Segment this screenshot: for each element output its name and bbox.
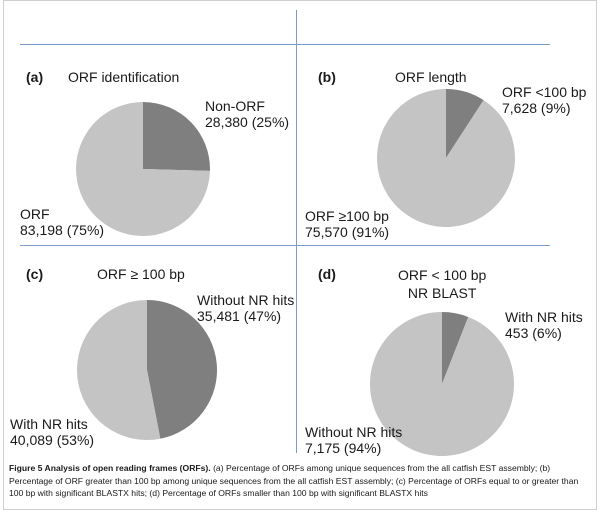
pie-slice-orf: [76, 102, 210, 236]
slice-value: 453 (6%): [505, 325, 562, 341]
figure-caption: Figure 5 Analysis of open reading frames…: [9, 462, 591, 500]
slice-name: Without NR hits: [305, 424, 403, 440]
panel-a-letter: (a): [26, 69, 44, 85]
panel-a-title: ORF identification: [68, 69, 180, 85]
divider-top: [20, 44, 550, 45]
divider-middle: [20, 245, 550, 246]
pie-slice-without-nr-hits: [370, 312, 515, 456]
divider-vertical: [296, 10, 297, 453]
panel-d-title-line1: ORF < 100 bp: [398, 267, 487, 283]
pie-c-label-without: Without NR hits 35,481 (47%): [197, 292, 294, 324]
panel-b-letter: (b): [318, 69, 336, 85]
pie-slice-orf-100-bp: [446, 89, 484, 158]
slice-name: Without NR hits: [197, 292, 295, 308]
panel-b-title: ORF length: [395, 69, 467, 85]
pie-d-label-with: With NR hits 453 (6%): [505, 309, 583, 341]
pie-slice-orf-100-bp: [377, 89, 515, 227]
pie-d-label-without: Without NR hits 7,175 (94%): [305, 424, 402, 456]
pie-a-label-orf: ORF 83,198 (75%): [20, 206, 104, 238]
panel-d-title-line2: NR BLAST: [407, 285, 477, 301]
pie-b-label-large: ORF ≥100 bp 75,570 (91%): [305, 208, 389, 240]
pie-slice-without-nr-hits: [147, 300, 218, 439]
slice-value: 35,481 (47%): [197, 308, 282, 324]
slice-name: With NR hits: [10, 416, 88, 432]
slice-value: 40,089 (53%): [10, 432, 95, 448]
slice-value: 28,380 (25%): [205, 114, 290, 130]
slice-name: ORF: [20, 206, 50, 222]
slice-value: 7,175 (94%): [305, 440, 382, 456]
pie-slice-non-orf: [143, 102, 211, 171]
panel-d-title: ORF < 100 bp NR BLAST: [398, 266, 486, 302]
slice-value: 83,198 (75%): [20, 222, 105, 238]
panel-c-letter: (c): [26, 266, 44, 282]
slice-name: ORF <100 bp: [502, 84, 587, 100]
slice-name: Non-ORF: [205, 98, 265, 114]
slice-name: ORF ≥100 bp: [305, 208, 389, 224]
pie-a-label-non-orf: Non-ORF 28,380 (25%): [205, 98, 289, 130]
slice-value: 7,628 (9%): [502, 100, 571, 116]
pie-slice-with-nr-hits: [442, 312, 469, 384]
pie-c-label-with: With NR hits 40,089 (53%): [10, 416, 94, 448]
pie-slice-with-nr-hits: [77, 300, 161, 440]
caption-text: (a) Percentage of ORFs among unique sequ…: [9, 463, 579, 498]
caption-title: Figure 5 Analysis of open reading frames…: [9, 463, 211, 473]
slice-value: 75,570 (91%): [305, 224, 390, 240]
panel-d-letter: (d): [318, 266, 336, 282]
slice-name: With NR hits: [505, 309, 583, 325]
pie-b-label-small: ORF <100 bp 7,628 (9%): [502, 84, 586, 116]
panel-c-title: ORF ≥ 100 bp: [97, 266, 185, 282]
